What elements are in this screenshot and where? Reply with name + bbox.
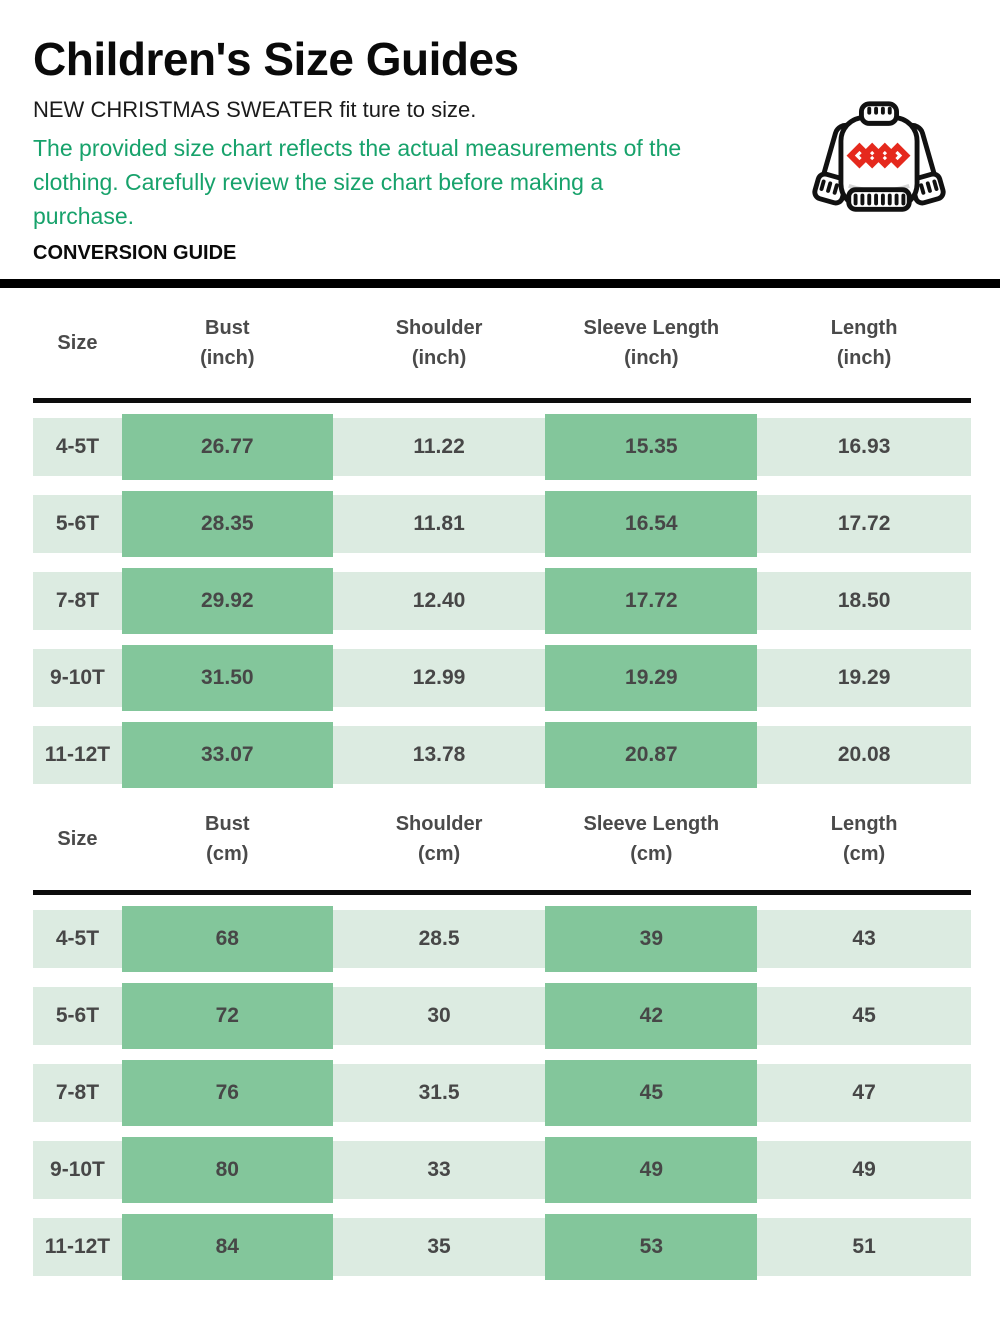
bust-cell: 80 xyxy=(121,1136,333,1203)
col-header-bust: Bust (inch) xyxy=(200,316,255,369)
length-cell: 47 xyxy=(757,1063,971,1122)
page-title: Children's Size Guides xyxy=(33,33,519,85)
col-header-sleeve-length: Sleeve Length (inch) xyxy=(583,316,720,369)
bust-cell: 33.07 xyxy=(121,721,333,788)
length-cell: 51 xyxy=(757,1217,971,1276)
length-cell: 45 xyxy=(757,986,971,1045)
shoulder-cell: 35 xyxy=(332,1217,546,1276)
shoulder-cell: 12.99 xyxy=(332,648,546,707)
table-row: 5-6T 72 30 42 45 xyxy=(33,982,971,1049)
size-cell: 9-10T xyxy=(33,648,122,707)
fit-subtitle: NEW CHRISTMAS SWEATER fit ture to size. xyxy=(33,96,477,122)
shoulder-cell: 11.81 xyxy=(332,494,546,553)
bust-cell: 68 xyxy=(121,905,333,972)
table-row: 5-6T 28.35 11.81 16.54 17.72 xyxy=(33,490,971,557)
sleeve-length-cell: 49 xyxy=(545,1136,758,1203)
table-row: 4-5T 26.77 11.22 15.35 16.93 xyxy=(33,413,971,480)
length-cell: 16.93 xyxy=(757,417,971,476)
length-cell: 19.29 xyxy=(757,648,971,707)
table-row: 11-12T 33.07 13.78 20.87 20.08 xyxy=(33,721,971,788)
col-header-length: Length (cm) xyxy=(830,812,898,865)
shoulder-cell: 33 xyxy=(332,1140,546,1199)
col-header-sleeve-length: Sleeve Length (cm) xyxy=(583,812,720,865)
bust-cell: 28.35 xyxy=(121,490,333,557)
bust-cell: 76 xyxy=(121,1059,333,1126)
col-header-shoulder: Shoulder (cm) xyxy=(395,812,483,865)
shoulder-cell: 13.78 xyxy=(332,725,546,784)
table-header-row: Size Bust (inch) Shoulder (inch) Sleeve … xyxy=(33,288,971,398)
size-table-cm: Size Bust (cm) Shoulder (cm) Sleeve Leng… xyxy=(33,788,971,1280)
bust-cell: 29.92 xyxy=(121,567,333,634)
length-cell: 18.50 xyxy=(757,571,971,630)
sleeve-length-cell: 19.29 xyxy=(545,644,758,711)
length-cell: 43 xyxy=(757,909,971,968)
size-table-inch: Size Bust (inch) Shoulder (inch) Sleeve … xyxy=(33,288,971,788)
sleeve-length-cell: 17.72 xyxy=(545,567,758,634)
top-divider-bar xyxy=(0,278,1000,288)
col-header-shoulder: Shoulder (inch) xyxy=(395,316,483,369)
shoulder-cell: 30 xyxy=(332,986,546,1045)
shoulder-cell: 11.22 xyxy=(332,417,546,476)
size-cell: 7-8T xyxy=(33,1063,122,1122)
size-cell: 9-10T xyxy=(33,1140,122,1199)
col-header-bust: Bust (cm) xyxy=(205,812,250,865)
col-header-size: Size xyxy=(57,331,98,354)
col-header-size: Size xyxy=(57,827,98,850)
length-cell: 17.72 xyxy=(757,494,971,553)
sleeve-length-cell: 42 xyxy=(545,982,758,1049)
table-header-row: Size Bust (cm) Shoulder (cm) Sleeve Leng… xyxy=(33,788,971,890)
size-cell: 7-8T xyxy=(33,571,122,630)
christmas-sweater-icon xyxy=(810,98,948,220)
sleeve-length-cell: 20.87 xyxy=(545,721,758,788)
table-row: 9-10T 31.50 12.99 19.29 19.29 xyxy=(33,644,971,711)
col-header-length: Length (inch) xyxy=(830,316,898,369)
table-row: 7-8T 76 31.5 45 47 xyxy=(33,1059,971,1126)
table-row: 11-12T 84 35 53 51 xyxy=(33,1213,971,1280)
table-row: 7-8T 29.92 12.40 17.72 18.50 xyxy=(33,567,971,634)
conversion-guide-label: CONVERSION GUIDE xyxy=(33,241,237,264)
length-cell: 20.08 xyxy=(757,725,971,784)
size-cell: 4-5T xyxy=(33,909,122,968)
sleeve-length-cell: 45 xyxy=(545,1059,758,1126)
header-rule xyxy=(33,889,971,895)
bust-cell: 26.77 xyxy=(121,413,333,480)
length-cell: 49 xyxy=(757,1140,971,1199)
bust-cell: 84 xyxy=(121,1213,333,1280)
table-row: 9-10T 80 33 49 49 xyxy=(33,1136,971,1203)
size-cell: 4-5T xyxy=(33,417,122,476)
shoulder-cell: 12.40 xyxy=(332,571,546,630)
bust-cell: 72 xyxy=(121,982,333,1049)
shoulder-cell: 31.5 xyxy=(332,1063,546,1122)
sleeve-length-cell: 39 xyxy=(545,905,758,972)
header-rule xyxy=(33,397,971,403)
size-cell: 5-6T xyxy=(33,494,122,553)
sleeve-length-cell: 16.54 xyxy=(545,490,758,557)
size-cell: 5-6T xyxy=(33,986,122,1045)
shoulder-cell: 28.5 xyxy=(332,909,546,968)
size-cell: 11-12T xyxy=(33,1217,122,1276)
measurement-note: The provided size chart reflects the act… xyxy=(33,134,682,229)
sleeve-length-cell: 53 xyxy=(545,1213,758,1280)
size-cell: 11-12T xyxy=(33,725,122,784)
table-row: 4-5T 68 28.5 39 43 xyxy=(33,905,971,972)
sleeve-length-cell: 15.35 xyxy=(545,413,758,480)
bust-cell: 31.50 xyxy=(121,644,333,711)
